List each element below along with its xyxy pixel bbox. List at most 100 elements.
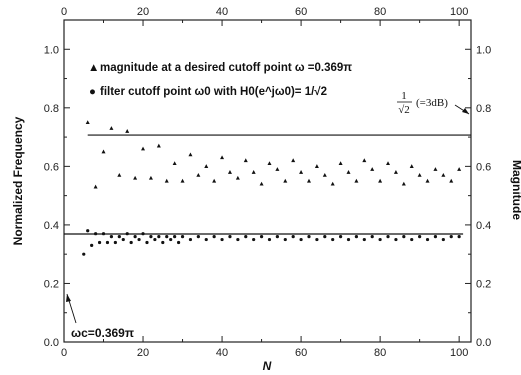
point-magnitude <box>457 167 462 171</box>
point-magnitude <box>204 164 209 168</box>
point-magnitude <box>133 175 138 180</box>
point-cutoff <box>291 235 295 239</box>
legend-item-magnitude: magnitude at a desired cutoff point ω =0… <box>100 62 352 74</box>
point-cutoff <box>236 237 240 242</box>
point-magnitude <box>409 164 414 168</box>
point-magnitude <box>417 172 422 177</box>
point-magnitude <box>267 161 272 166</box>
point-cutoff <box>153 237 157 242</box>
point-magnitude <box>306 178 311 183</box>
point-cutoff <box>346 237 351 242</box>
point-cutoff <box>386 235 390 239</box>
point-cutoff <box>101 232 106 236</box>
y-axis-label-left: Normalized Frequency <box>11 116 25 245</box>
point-cutoff <box>252 237 256 242</box>
point-magnitude <box>346 170 351 174</box>
point-cutoff <box>275 235 279 239</box>
point-magnitude <box>283 178 288 183</box>
db-denominator: √2 <box>398 104 410 116</box>
point-magnitude <box>259 181 264 186</box>
point-cutoff <box>82 252 86 256</box>
point-cutoff <box>283 237 287 242</box>
point-magnitude <box>148 175 153 180</box>
point-cutoff <box>169 237 173 242</box>
point-cutoff <box>307 235 311 239</box>
point-cutoff <box>173 235 177 239</box>
x-tick-label-top: 100 <box>450 6 468 18</box>
point-cutoff <box>157 235 161 239</box>
legend-marker-magnitude: ▲ <box>88 62 99 74</box>
y-tick-label-right: 0.4 <box>476 220 491 232</box>
tick-group: 0 0 20 20 40 40 60 60 80 80 100 100 0.0 0.0 0.2 0.2 0.4 0… <box>44 6 492 359</box>
db-annotation: 1 √2 (=3dB) <box>397 90 470 116</box>
data-marks <box>82 120 462 256</box>
x-tick-label-top: 40 <box>216 6 228 18</box>
point-cutoff <box>212 235 216 239</box>
x-tick-label-bottom: 60 <box>295 347 307 359</box>
point-cutoff <box>425 237 430 242</box>
y-tick-label-right: 1.0 <box>476 44 491 56</box>
point-cutoff <box>90 243 94 247</box>
point-cutoff <box>188 237 193 242</box>
y-tick-label-right: 0.6 <box>476 161 491 173</box>
point-cutoff <box>228 235 232 239</box>
point-magnitude <box>370 167 375 171</box>
point-magnitude <box>172 161 177 166</box>
y-tick-label-right: 0.8 <box>476 103 491 115</box>
wc-label: ωc=0.369π <box>71 326 134 340</box>
db-arrowhead <box>462 108 469 114</box>
point-magnitude <box>93 184 98 189</box>
point-magnitude <box>449 178 454 183</box>
point-cutoff <box>299 237 303 242</box>
point-cutoff <box>117 235 121 239</box>
point-magnitude <box>227 170 232 174</box>
wc-arrowhead <box>66 294 71 302</box>
point-magnitude <box>386 161 391 166</box>
point-cutoff <box>165 235 169 239</box>
point-magnitude <box>188 152 193 157</box>
point-cutoff <box>259 235 264 239</box>
point-cutoff <box>125 232 129 236</box>
point-cutoff <box>362 237 366 242</box>
point-magnitude <box>314 164 319 168</box>
point-cutoff <box>145 240 149 245</box>
point-cutoff <box>94 232 98 236</box>
point-magnitude <box>180 178 185 183</box>
point-magnitude <box>338 161 343 166</box>
point-cutoff <box>433 235 438 239</box>
point-cutoff <box>457 235 461 239</box>
y-tick-label-left: 0.6 <box>44 161 59 173</box>
point-cutoff <box>394 237 398 242</box>
point-magnitude <box>322 172 327 177</box>
point-cutoff <box>113 240 117 245</box>
y-tick-label-right: 0.2 <box>476 278 491 290</box>
point-cutoff <box>402 235 406 239</box>
point-cutoff <box>449 235 453 239</box>
point-magnitude <box>109 126 114 130</box>
point-magnitude <box>275 167 280 171</box>
x-axis-label: N <box>263 359 272 373</box>
point-cutoff <box>176 240 181 245</box>
y-tick-label-left: 0.0 <box>44 337 59 349</box>
point-cutoff <box>86 229 90 233</box>
point-cutoff <box>220 237 224 242</box>
point-magnitude <box>243 158 248 163</box>
point-magnitude <box>251 170 256 174</box>
point-cutoff <box>129 240 133 245</box>
x-tick-label-bottom: 20 <box>137 347 149 359</box>
y-tick-label-left: 0.2 <box>44 278 59 290</box>
y-tick-label-left: 0.8 <box>44 103 59 115</box>
wc-annotation: ωc=0.369π <box>66 293 134 340</box>
point-cutoff <box>378 237 382 242</box>
point-cutoff <box>323 235 327 239</box>
reference-lines <box>64 134 471 235</box>
x-tick-label-bottom: 40 <box>216 347 228 359</box>
point-cutoff <box>418 235 422 239</box>
point-magnitude <box>117 172 122 177</box>
y-tick-label-left: 1.0 <box>44 44 59 56</box>
legend-marker-cutoff: ● <box>89 86 96 98</box>
point-cutoff <box>196 235 200 239</box>
point-cutoff <box>141 232 145 236</box>
point-magnitude <box>235 175 240 180</box>
point-cutoff <box>339 235 343 239</box>
